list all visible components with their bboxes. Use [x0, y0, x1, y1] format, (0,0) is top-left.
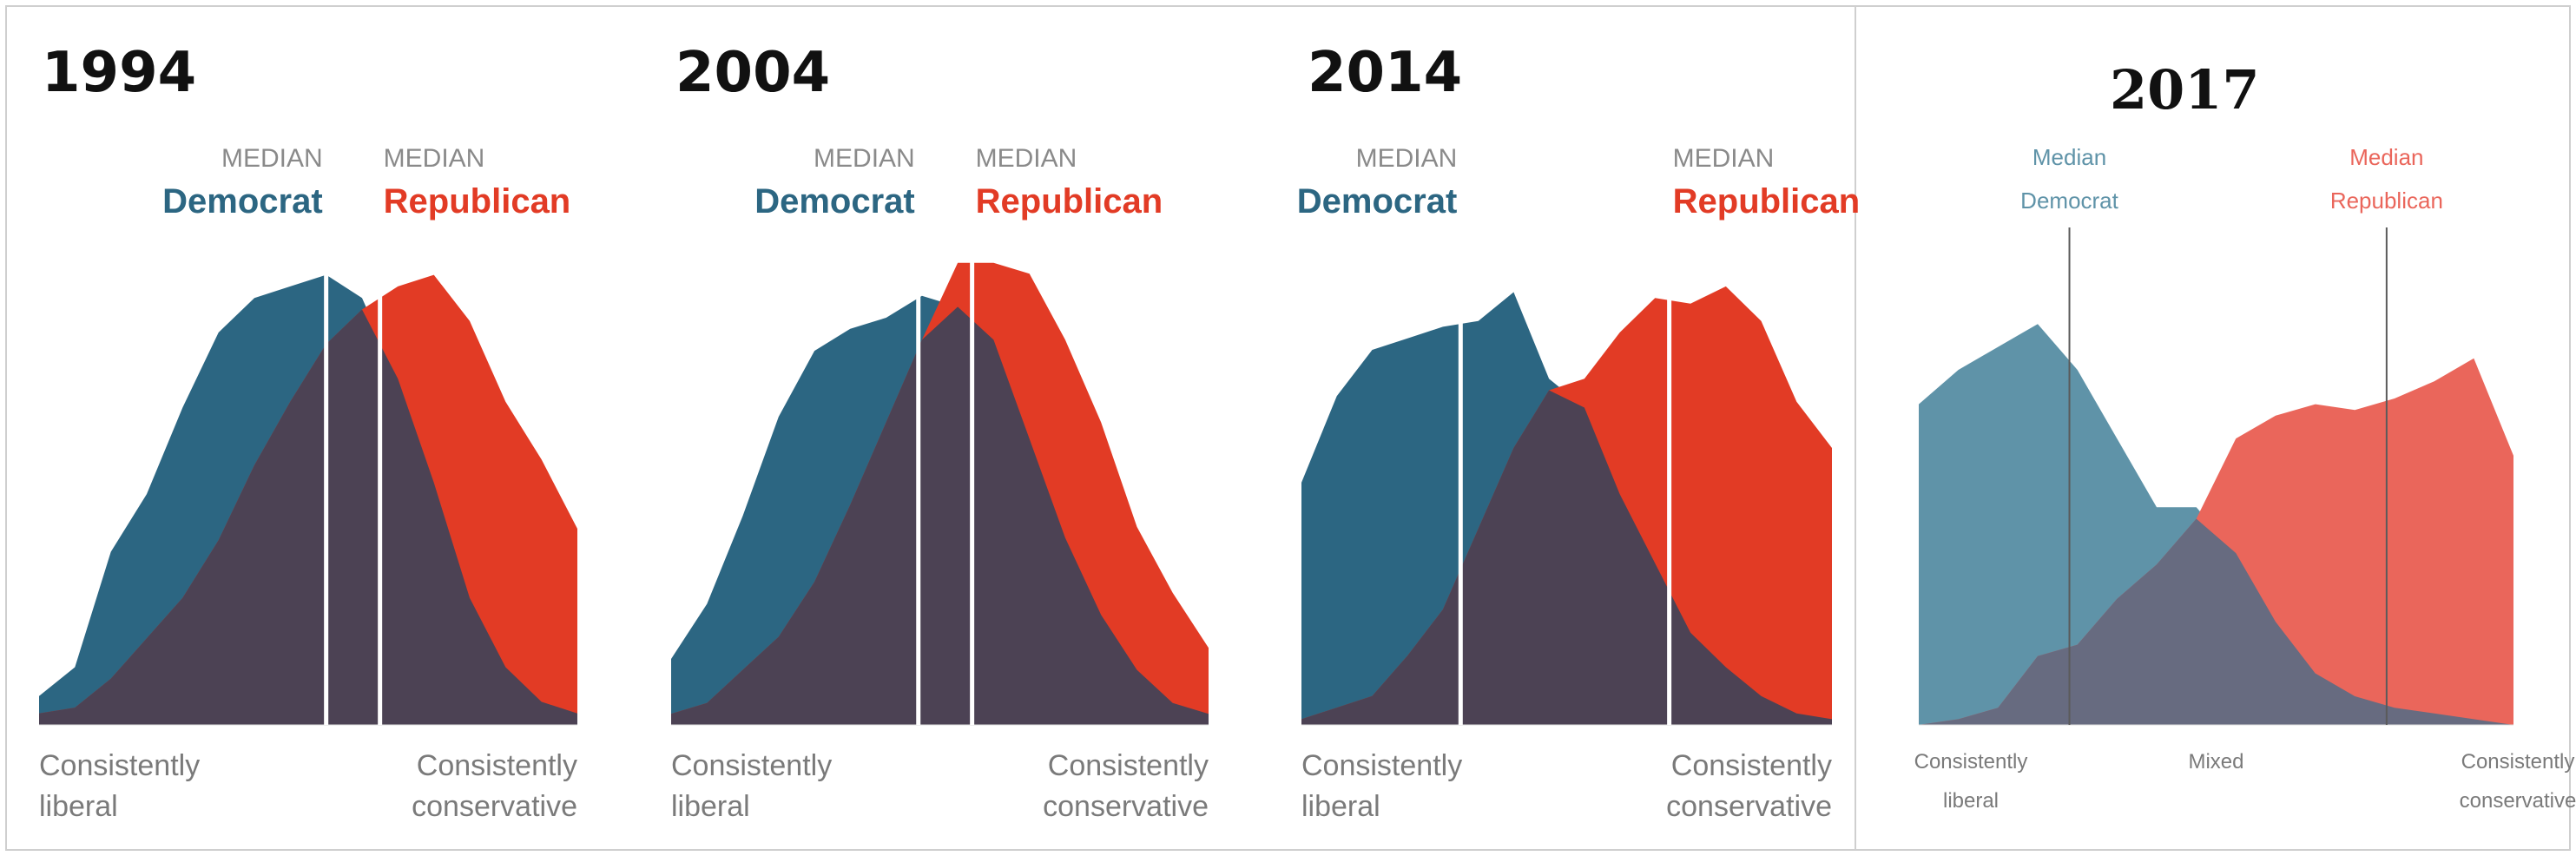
panel-1994: 1994 MEDIAN Democrat MEDIAN Republican Consis…	[39, 41, 577, 823]
x-label-left: Consistently	[39, 749, 200, 782]
chart-title: 1994	[42, 41, 196, 105]
panel-divider	[1855, 5, 1856, 851]
overlap-area	[1301, 390, 1832, 725]
x-label-right: Consistently	[1671, 749, 1832, 782]
overlap-area	[1919, 518, 2513, 725]
median-label-small: MEDIAN	[814, 144, 915, 173]
median-label-small: MEDIAN	[1356, 144, 1458, 173]
x-label-right: Consistently	[2461, 750, 2575, 774]
median-label-small: MEDIAN	[976, 144, 1077, 173]
x-label-right: conservative	[412, 790, 577, 823]
chart-title: 2017	[2110, 58, 2260, 122]
x-label-center: Mixed	[2188, 750, 2243, 774]
panel-2014: 2014 MEDIAN Democrat MEDIAN Republican Consis…	[1297, 41, 1860, 823]
panel-2017: 2017MedianDemocratMedianRepublicanConsis…	[1914, 58, 2576, 813]
x-label-right: conservative	[1666, 790, 1832, 823]
x-label-left: Consistently	[671, 749, 832, 782]
median-label-republican: Republican	[2330, 188, 2443, 214]
democrat-area	[1919, 324, 2513, 725]
median-label-democrat: Median	[2032, 144, 2106, 170]
chart-title: 2014	[1308, 41, 1462, 105]
x-label-left: liberal	[39, 790, 118, 823]
median-label-republican: Republican	[384, 182, 571, 221]
x-label-left: liberal	[671, 790, 750, 823]
median-label-democrat: Democrat	[754, 182, 915, 221]
figure-frame	[5, 5, 2571, 851]
median-label-small: MEDIAN	[1673, 144, 1775, 173]
median-label-republican: Republican	[976, 182, 1163, 221]
x-label-left: Consistently	[1914, 750, 2028, 774]
panel-2004: 2004 MEDIAN Democrat MEDIAN Republican Consis…	[671, 41, 1209, 823]
median-label-republican: Republican	[1673, 182, 1861, 221]
x-label-left: liberal	[1301, 790, 1380, 823]
median-label-democrat: Democrat	[1297, 182, 1458, 221]
x-label-right: Consistently	[417, 749, 577, 782]
median-label-small: MEDIAN	[221, 144, 323, 173]
x-label-left: liberal	[1943, 789, 1999, 813]
overlap-area	[39, 309, 577, 725]
median-label-democrat: Democrat	[162, 182, 323, 221]
x-label-right: conservative	[1043, 790, 1209, 823]
median-label-democrat: Democrat	[2020, 188, 2118, 214]
chart-title: 2004	[675, 41, 830, 105]
x-label-right: Consistently	[1048, 749, 1209, 782]
median-label-republican: Median	[2349, 144, 2423, 170]
overlap-area	[671, 306, 1209, 725]
median-label-small: MEDIAN	[384, 144, 485, 173]
x-label-left: Consistently	[1301, 749, 1462, 782]
x-label-right: conservative	[2460, 789, 2576, 813]
